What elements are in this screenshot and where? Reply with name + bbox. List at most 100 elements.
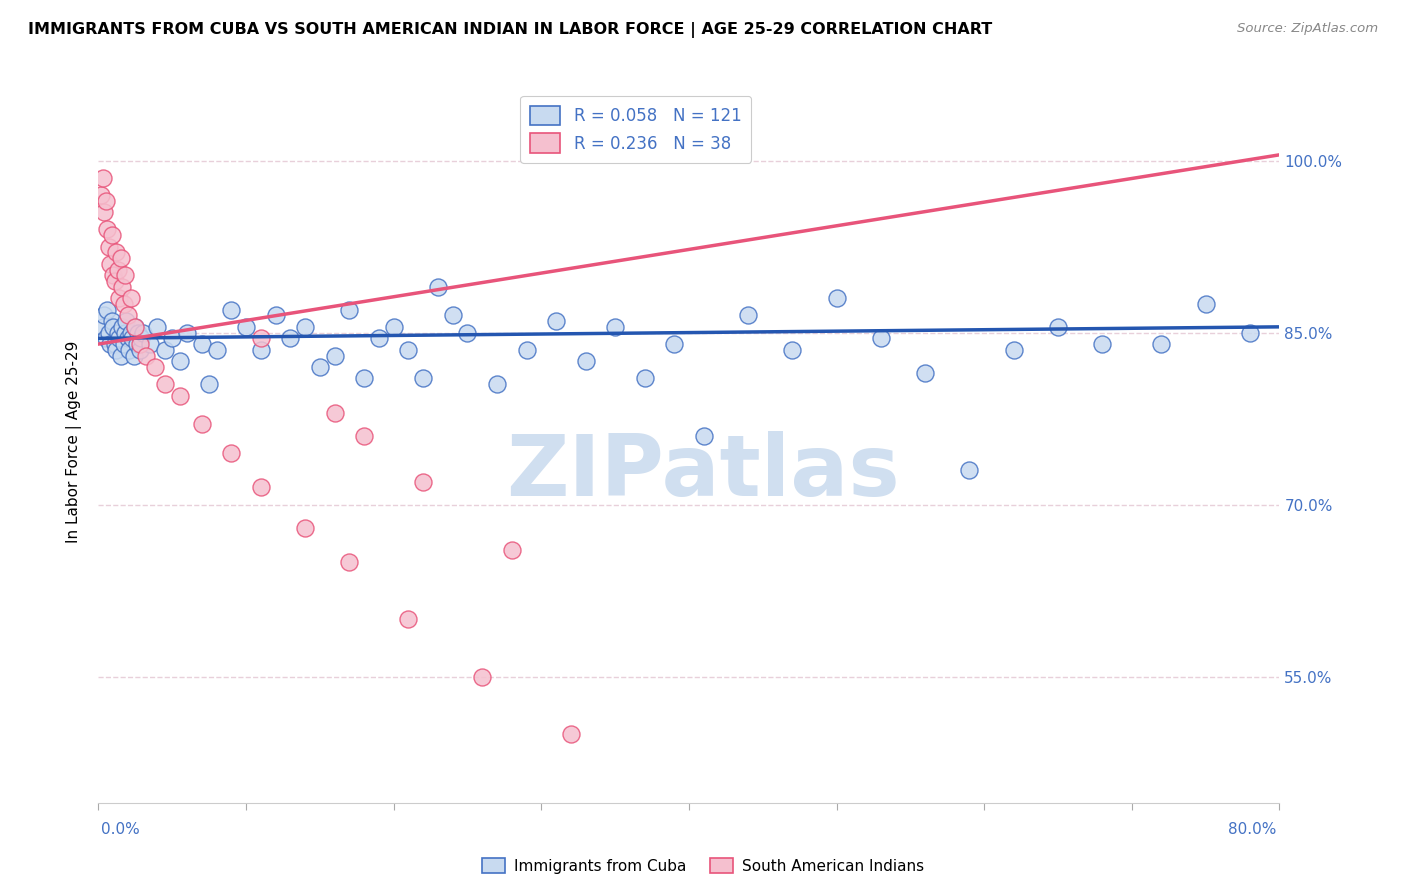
Point [120,291,142,305]
Point [323,349,346,363]
Point [93,309,115,323]
Point [93,205,115,219]
Point [111,279,134,293]
Point [1046,319,1069,334]
Point [128,337,150,351]
Point [191,417,214,432]
Point [169,389,191,403]
Point [114,326,136,340]
Point [91,319,114,334]
Legend: R = 0.058   N = 121, R = 0.236   N = 38: R = 0.058 N = 121, R = 0.236 N = 38 [520,95,751,162]
Point [98,337,121,351]
Point [110,251,132,265]
Point [605,319,627,334]
Point [323,406,346,420]
Point [129,331,152,345]
Point [339,302,360,317]
Point [471,670,494,684]
Point [117,331,139,345]
Point [121,331,143,345]
Text: IMMIGRANTS FROM CUBA VS SOUTH AMERICAN INDIAN IN LABOR FORCE | AGE 25-29 CORRELA: IMMIGRANTS FROM CUBA VS SOUTH AMERICAN I… [28,22,993,38]
Point [198,377,221,392]
Point [278,331,302,345]
Point [353,371,375,385]
Point [112,297,135,311]
Point [94,331,117,345]
Point [90,188,112,202]
Point [139,337,162,351]
Point [664,337,686,351]
Point [104,337,127,351]
Point [353,429,375,443]
Point [427,279,450,293]
Point [501,543,523,558]
Point [825,291,848,305]
Point [100,228,122,243]
Point [128,343,150,357]
Point [737,309,759,323]
Point [633,371,655,385]
Point [486,377,509,392]
Point [441,309,464,323]
Legend: Immigrants from Cuba, South American Indians: Immigrants from Cuba, South American Ind… [477,852,929,880]
Point [105,245,128,260]
Text: 0.0%: 0.0% [101,822,141,837]
Point [125,337,148,351]
Point [221,302,243,317]
Point [135,349,157,363]
Point [1150,337,1173,351]
Point [100,314,122,328]
Point [782,343,804,357]
Point [1091,337,1114,351]
Point [294,319,316,334]
Point [339,555,360,569]
Text: Source: ZipAtlas.com: Source: ZipAtlas.com [1237,22,1378,36]
Point [250,331,273,345]
Point [97,326,120,340]
Point [107,326,129,340]
Point [869,331,891,345]
Point [456,326,478,340]
Point [110,349,132,363]
Point [176,326,198,340]
Point [162,331,183,345]
Point [169,354,191,368]
Point [107,262,129,277]
Point [396,612,419,626]
Point [91,170,114,185]
Point [105,343,128,357]
Point [111,319,134,334]
Point [412,371,434,385]
Point [1195,297,1218,311]
Point [191,337,214,351]
Point [146,319,169,334]
Text: 80.0%: 80.0% [1229,822,1277,837]
Point [127,326,149,340]
Point [250,343,273,357]
Point [108,291,131,305]
Point [153,343,176,357]
Point [122,349,145,363]
Point [94,194,117,208]
Point [546,314,568,328]
Point [98,257,121,271]
Point [560,727,582,741]
Point [124,319,146,334]
Point [103,319,125,334]
Point [264,309,287,323]
Point [1002,343,1025,357]
Point [103,268,125,283]
Point [294,520,316,534]
Point [117,309,139,323]
Point [115,314,138,328]
Point [1239,326,1261,340]
Point [118,343,141,357]
Point [396,343,419,357]
Point [120,326,142,340]
Point [108,331,131,345]
Point [914,366,936,380]
Point [96,302,118,317]
Point [221,446,243,460]
Y-axis label: In Labor Force | Age 25-29: In Labor Force | Age 25-29 [66,341,83,542]
Point [382,319,405,334]
